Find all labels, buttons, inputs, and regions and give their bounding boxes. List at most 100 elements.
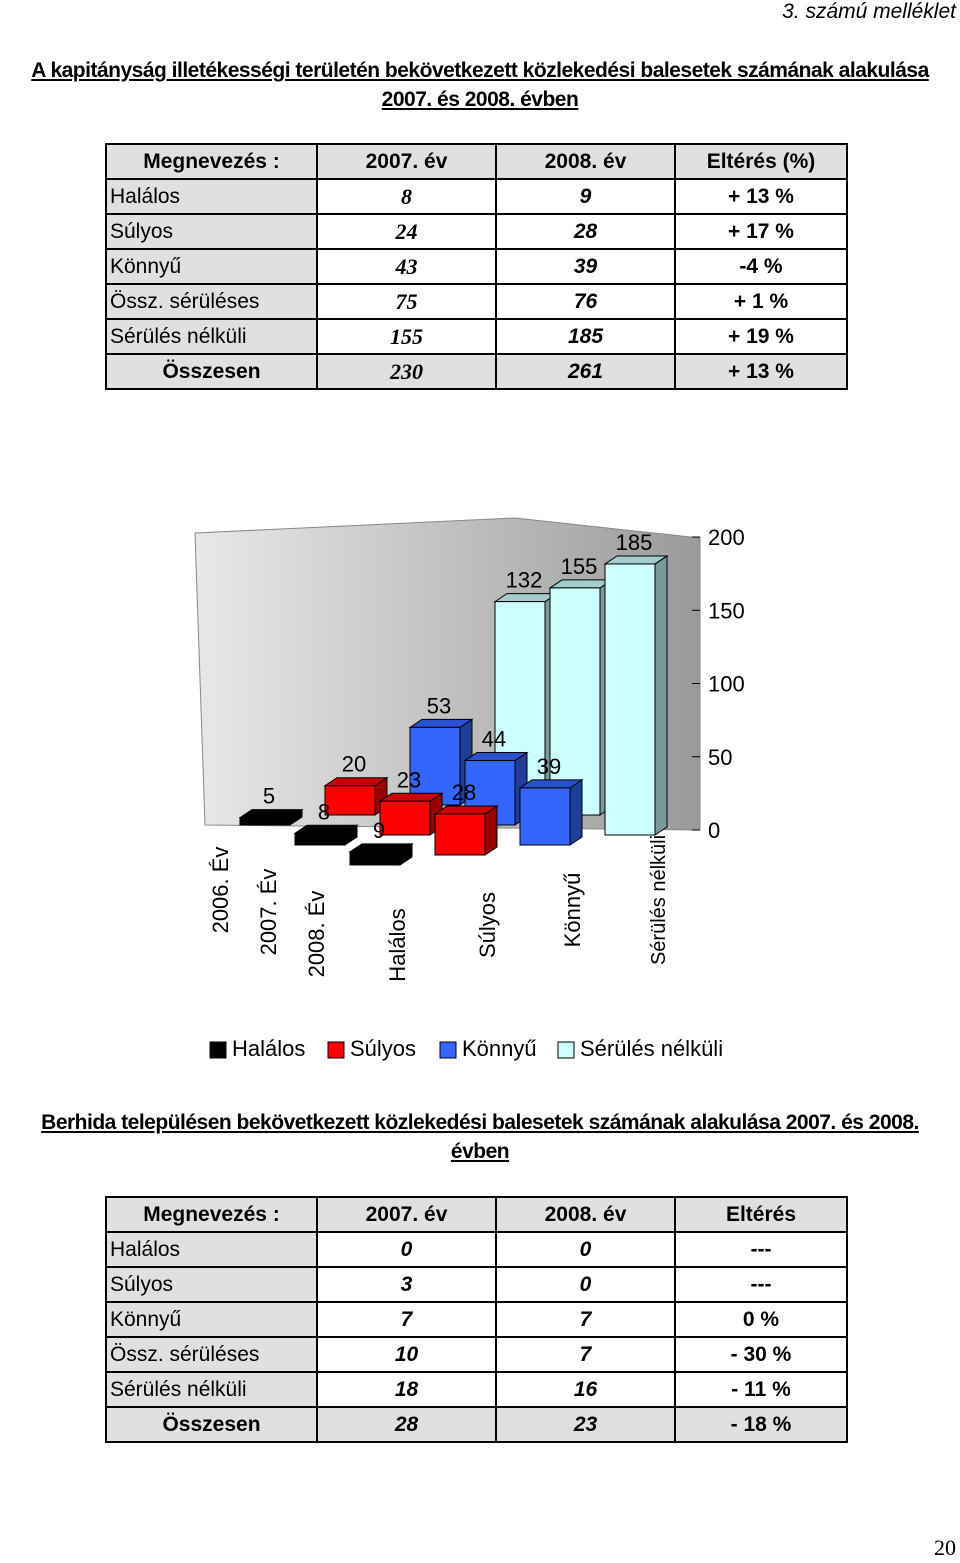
bar-top [238,809,304,819]
table-cell: --- [674,1266,848,1303]
table-cell: Halálos [105,178,318,215]
table-cell: 0 [316,1231,497,1268]
table-cell: Eltérés [674,1196,848,1233]
table-cell: Könnyű [105,1301,318,1338]
subtitle: Berhida településen bekövetkezett közlek… [41,1111,919,1163]
table-cell: 2008. év [495,1196,676,1233]
legend-label: Súlyos [350,1036,416,1061]
bar [238,808,304,826]
table-cell: 75 [316,283,497,320]
table-row: Megnevezés :2007. év 2008. év Eltérés [105,1196,848,1233]
table-cell: 9 [495,178,676,215]
table-cell: 0 [495,1231,676,1268]
table-cell: Összesen [105,1406,318,1443]
bar [378,792,444,836]
table-row: Sérülés nélküli 155 185 + 19 % [105,318,848,355]
table-row: Összesen 230 261 + 13 % [105,353,848,390]
legend-label: Sérülés nélküli [580,1036,723,1061]
table-cell: 0 [495,1266,676,1303]
legend-swatch [439,1041,457,1059]
data-label: 5 [263,784,275,809]
table-row: Összesen 28 23- 18 % [105,1406,848,1443]
z-tick-label: 200 [708,525,745,550]
table-cell: Megnevezés : [105,1196,318,1233]
table-cell: 185 [495,318,676,355]
bar-front [549,587,601,816]
table-cell: Súlyos [105,1266,318,1303]
data-label: 44 [482,727,506,752]
chart: 0 50 100 150 200 5 20 53 132 2006. Év 8 23 44 155 2007… [194,517,745,1061]
bar [433,805,499,856]
page-number: 20 [934,1535,956,1560]
table-cell: + 13 % [674,353,848,390]
table-cell: -4 % [674,248,848,285]
bar [348,842,414,866]
bar-front [349,851,401,866]
table-cell: 2007. év [316,1196,497,1233]
table-cell: 7 [495,1301,676,1338]
table-cell: 24 [316,213,497,250]
legend-swatch [209,1041,227,1059]
bar-side [654,555,668,836]
table-cell: 8 [316,178,497,215]
table-cell: Össz. sérüléses [105,283,318,320]
table-cell: 2007. év [316,143,497,180]
table-cell: - 11 % [674,1371,848,1408]
table-cell: 18 [316,1371,497,1408]
table-cell: + 13 % [674,178,848,215]
z-tick-label: 50 [708,745,732,770]
table-row: Halálos 8 9 + 13 % [105,178,848,215]
table-cell: --- [674,1231,848,1268]
z-tick-label: 150 [708,598,745,623]
bar [603,555,669,836]
table-cell: Össz. sérüléses [105,1336,318,1373]
table-row: Könnyű 7 7 0 % [105,1301,848,1338]
legend-label: Halálos [232,1036,305,1061]
table-cell: 39 [495,248,676,285]
data-label: 155 [561,554,598,579]
data-label: 8 [318,799,330,824]
table-cell: 2008. év [495,143,676,180]
table-cell: Összesen [105,353,318,390]
table-row: Össz. sérüléses 10 7- 30 % [105,1336,848,1373]
legend-label: Könnyű [462,1036,537,1061]
table-cell: 28 [316,1406,497,1443]
table-cell: - 30 % [674,1336,848,1373]
depth-label: 2008. Év [304,891,329,978]
data-label: 132 [506,568,543,593]
table-cell: + 17 % [674,213,848,250]
bar [293,824,359,846]
bar-top [348,843,414,853]
z-tick-label: 0 [708,818,720,843]
bar-front [239,817,291,826]
table-row: Súlyos 24 28 + 17 % [105,213,848,250]
bar-front [604,563,656,836]
table-cell: 230 [316,353,497,390]
bar [323,776,389,816]
table-row: Össz. sérüléses 75 76 + 1 % [105,283,848,320]
table-row: Halálos 0 0 --- [105,1231,848,1268]
data-label: 20 [342,752,366,777]
bar-front [519,787,571,846]
bar-top [323,777,389,787]
table-cell: Eltérés (%) [674,143,848,180]
bar [518,778,584,846]
bar-top [408,718,474,728]
table-row: Sérülés nélküli 18 16- 11 % [105,1371,848,1408]
table: Megnevezés :2007. év 2008. év Eltérés Halál… [105,1196,848,1443]
data-label: 53 [427,693,451,718]
bar-front [324,785,376,816]
annex-label: 3. számú melléklet [782,0,956,23]
depth-label: 2006. Év [208,847,233,934]
table-cell: 10 [316,1336,497,1373]
table-cell: Halálos [105,1231,318,1268]
bar-top [463,752,529,762]
table-cell: 23 [495,1406,676,1443]
legend-swatch [557,1041,575,1059]
category-label: Halálos [385,908,410,981]
bar-top [433,805,499,815]
bar-top [603,555,669,565]
bar-top [378,792,444,802]
legend-swatch [327,1041,345,1059]
